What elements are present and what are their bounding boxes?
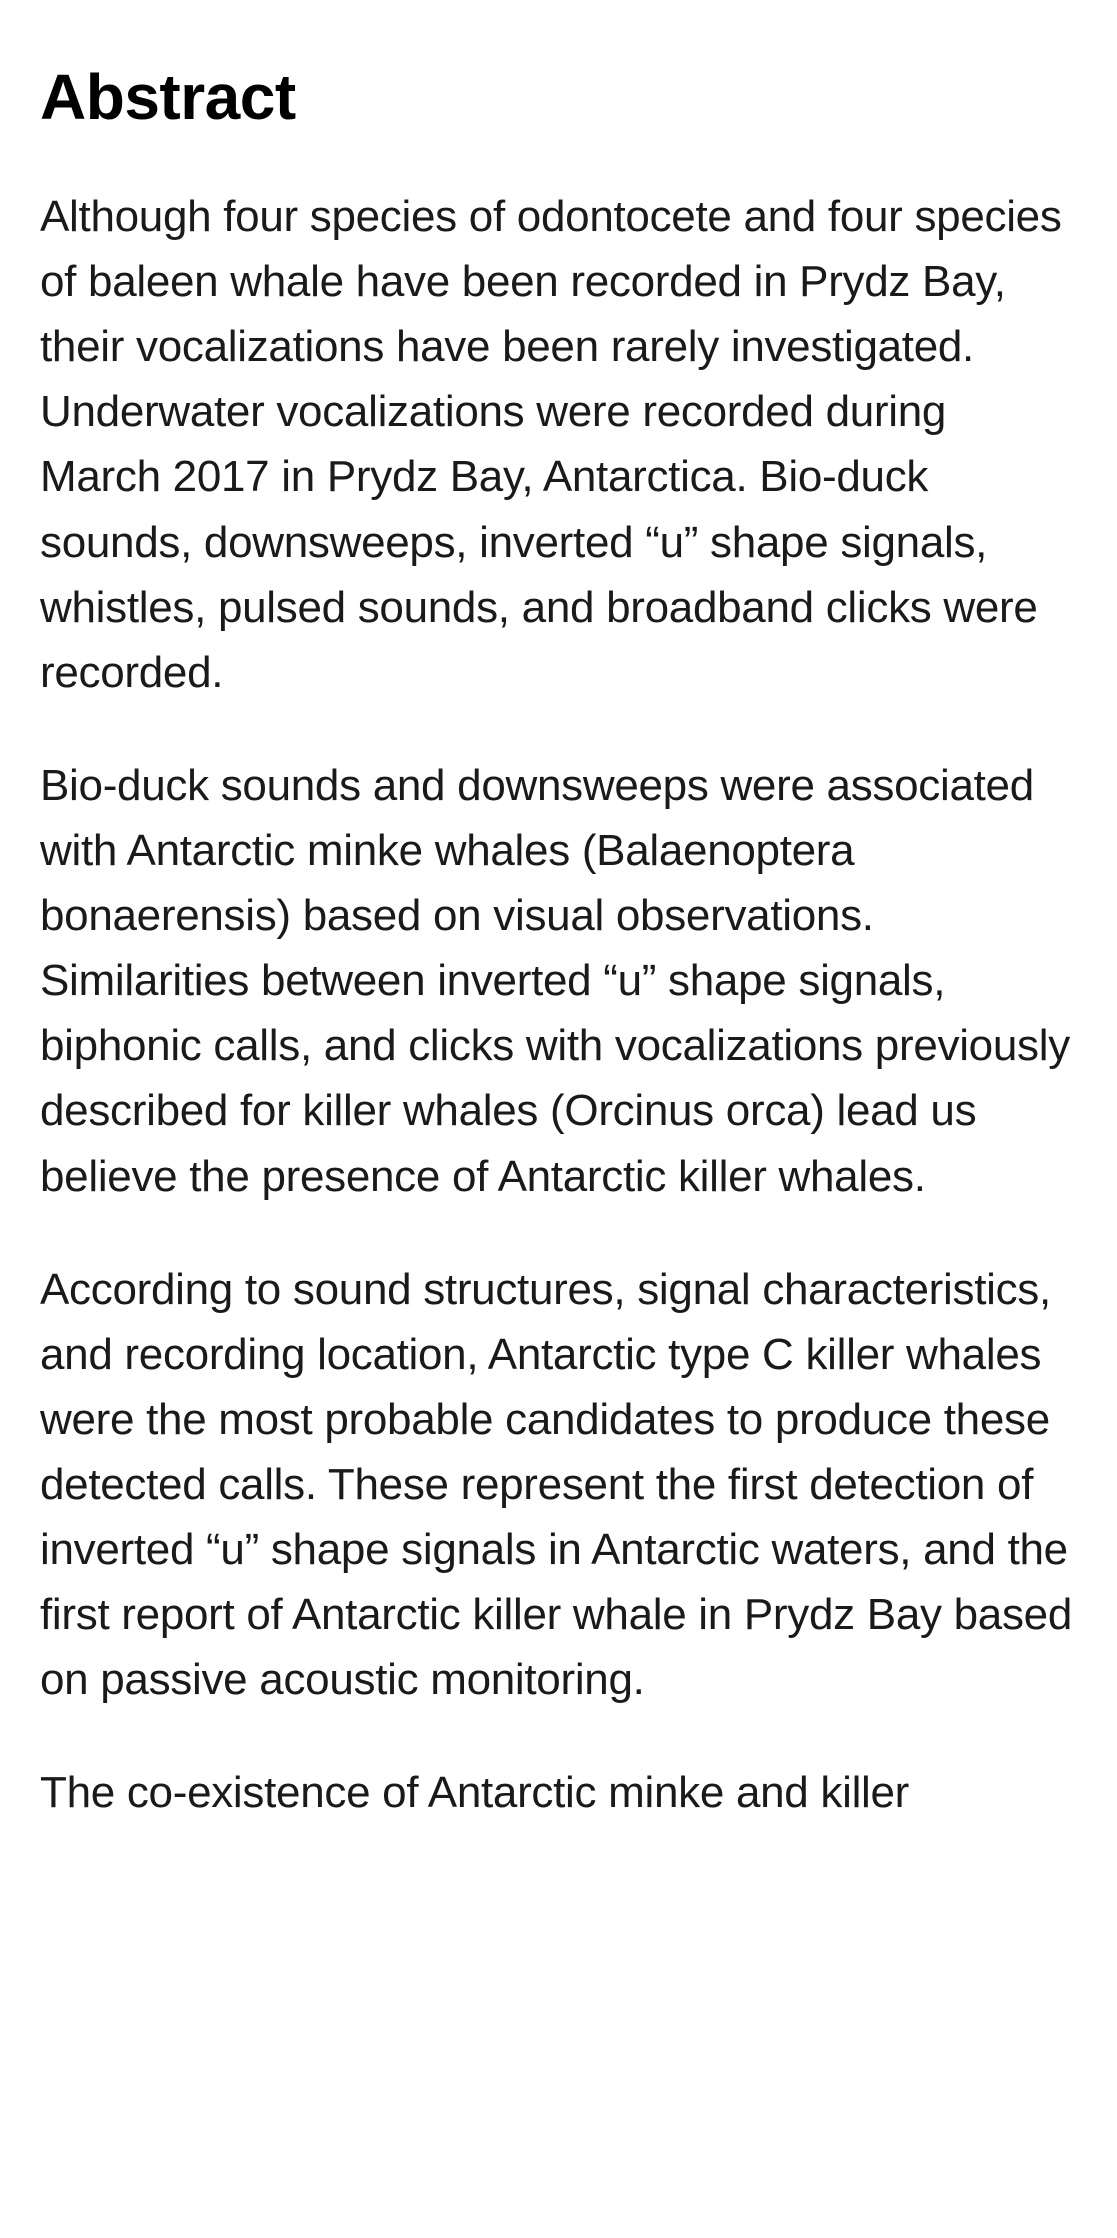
- abstract-paragraph: Although four species of odontocete and …: [40, 184, 1077, 705]
- abstract-paragraph: The co-existence of Antarctic minke and …: [40, 1760, 1077, 1825]
- abstract-paragraph: Bio-duck sounds and downsweeps were asso…: [40, 753, 1077, 1209]
- abstract-section: Abstract Although four species of odonto…: [0, 0, 1117, 1826]
- abstract-heading: Abstract: [40, 60, 1077, 134]
- abstract-paragraph: According to sound structures, signal ch…: [40, 1257, 1077, 1713]
